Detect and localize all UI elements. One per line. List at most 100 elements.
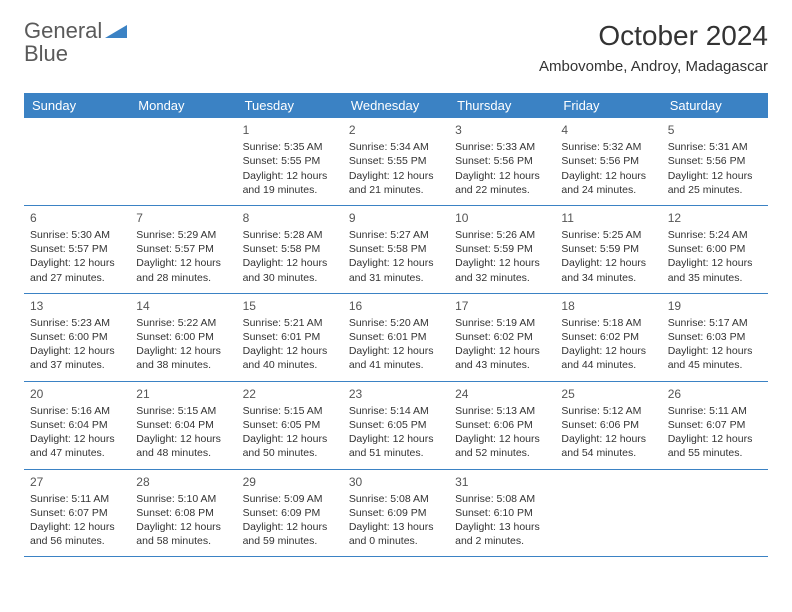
sunrise-text: Sunrise: 5:09 AM [243,492,337,506]
sunset-text: Sunset: 5:59 PM [561,242,655,256]
day-number: 17 [455,298,549,314]
day-number: 9 [349,210,443,226]
calendar-cell: 24Sunrise: 5:13 AMSunset: 6:06 PMDayligh… [449,381,555,469]
title-block: October 2024 Ambovombe, Androy, Madagasc… [539,20,768,75]
day-number: 30 [349,474,443,490]
calendar-cell: 31Sunrise: 5:08 AMSunset: 6:10 PMDayligh… [449,469,555,557]
month-title: October 2024 [539,20,768,52]
sunset-text: Sunset: 5:58 PM [243,242,337,256]
sunrise-text: Sunrise: 5:18 AM [561,316,655,330]
day-number: 6 [30,210,124,226]
daylight-text: Daylight: 12 hours and 28 minutes. [136,256,230,284]
calendar-cell: 25Sunrise: 5:12 AMSunset: 6:06 PMDayligh… [555,381,661,469]
calendar-cell: 27Sunrise: 5:11 AMSunset: 6:07 PMDayligh… [24,469,130,557]
logo-word1: General [24,18,102,43]
calendar-cell: 6Sunrise: 5:30 AMSunset: 5:57 PMDaylight… [24,205,130,293]
daylight-text: Daylight: 12 hours and 47 minutes. [30,432,124,460]
sunrise-text: Sunrise: 5:27 AM [349,228,443,242]
weekday-header: Friday [555,93,661,118]
calendar-cell: 4Sunrise: 5:32 AMSunset: 5:56 PMDaylight… [555,118,661,205]
sunrise-text: Sunrise: 5:13 AM [455,404,549,418]
calendar-cell: 17Sunrise: 5:19 AMSunset: 6:02 PMDayligh… [449,293,555,381]
weekday-header: Saturday [662,93,768,118]
calendar-cell: 13Sunrise: 5:23 AMSunset: 6:00 PMDayligh… [24,293,130,381]
calendar-body: 1Sunrise: 5:35 AMSunset: 5:55 PMDaylight… [24,118,768,557]
sunset-text: Sunset: 6:02 PM [455,330,549,344]
sunset-text: Sunset: 6:10 PM [455,506,549,520]
weekday-header-row: SundayMondayTuesdayWednesdayThursdayFrid… [24,93,768,118]
sunrise-text: Sunrise: 5:28 AM [243,228,337,242]
daylight-text: Daylight: 12 hours and 45 minutes. [668,344,762,372]
day-number: 21 [136,386,230,402]
sunrise-text: Sunrise: 5:30 AM [30,228,124,242]
sunset-text: Sunset: 6:01 PM [243,330,337,344]
day-number: 27 [30,474,124,490]
day-number: 4 [561,122,655,138]
sunset-text: Sunset: 6:00 PM [668,242,762,256]
sunrise-text: Sunrise: 5:31 AM [668,140,762,154]
sunrise-text: Sunrise: 5:24 AM [668,228,762,242]
sunrise-text: Sunrise: 5:32 AM [561,140,655,154]
sunset-text: Sunset: 6:00 PM [136,330,230,344]
day-number: 11 [561,210,655,226]
calendar-cell: 10Sunrise: 5:26 AMSunset: 5:59 PMDayligh… [449,205,555,293]
day-number: 29 [243,474,337,490]
sunrise-text: Sunrise: 5:08 AM [349,492,443,506]
day-number: 8 [243,210,337,226]
calendar-cell: 1Sunrise: 5:35 AMSunset: 5:55 PMDaylight… [237,118,343,205]
weekday-header: Sunday [24,93,130,118]
sunrise-text: Sunrise: 5:17 AM [668,316,762,330]
sunset-text: Sunset: 6:08 PM [136,506,230,520]
sunset-text: Sunset: 6:00 PM [30,330,124,344]
sunset-text: Sunset: 6:05 PM [243,418,337,432]
sunrise-text: Sunrise: 5:33 AM [455,140,549,154]
daylight-text: Daylight: 12 hours and 30 minutes. [243,256,337,284]
sunrise-text: Sunrise: 5:35 AM [243,140,337,154]
sunset-text: Sunset: 6:05 PM [349,418,443,432]
sunrise-text: Sunrise: 5:15 AM [136,404,230,418]
sunrise-text: Sunrise: 5:12 AM [561,404,655,418]
sunrise-text: Sunrise: 5:10 AM [136,492,230,506]
sunrise-text: Sunrise: 5:25 AM [561,228,655,242]
daylight-text: Daylight: 12 hours and 48 minutes. [136,432,230,460]
logo-triangle-icon [105,22,127,43]
calendar-cell: 2Sunrise: 5:34 AMSunset: 5:55 PMDaylight… [343,118,449,205]
daylight-text: Daylight: 12 hours and 55 minutes. [668,432,762,460]
calendar-cell: 21 Sunrise: 5:15 AMSunset: 6:04 PMDayligh… [130,381,236,469]
sunset-text: Sunset: 6:06 PM [561,418,655,432]
day-number: 23 [349,386,443,402]
daylight-text: Daylight: 12 hours and 35 minutes. [668,256,762,284]
calendar-cell: 26Sunrise: 5:11 AMSunset: 6:07 PMDayligh… [662,381,768,469]
day-number: 20 [30,386,124,402]
calendar-cell: 22Sunrise: 5:15 AMSunset: 6:05 PMDayligh… [237,381,343,469]
calendar-cell: 29Sunrise: 5:09 AMSunset: 6:09 PMDayligh… [237,469,343,557]
calendar-cell: 16Sunrise: 5:20 AMSunset: 6:01 PMDayligh… [343,293,449,381]
sunrise-text: Sunrise: 5:14 AM [349,404,443,418]
sunset-text: Sunset: 6:09 PM [243,506,337,520]
calendar-row: 20Sunrise: 5:16 AMSunset: 6:04 PMDayligh… [24,381,768,469]
sunset-text: Sunset: 5:58 PM [349,242,443,256]
calendar-cell [555,469,661,557]
day-number: 13 [30,298,124,314]
day-number: 24 [455,386,549,402]
day-number: 5 [668,122,762,138]
sunset-text: Sunset: 6:04 PM [136,418,230,432]
day-number: 15 [243,298,337,314]
calendar-cell: 5Sunrise: 5:31 AMSunset: 5:56 PMDaylight… [662,118,768,205]
sunset-text: Sunset: 6:07 PM [30,506,124,520]
calendar-cell: 28Sunrise: 5:10 AMSunset: 6:08 PMDayligh… [130,469,236,557]
sunrise-text: Sunrise: 5:26 AM [455,228,549,242]
calendar-cell: 11Sunrise: 5:25 AMSunset: 5:59 PMDayligh… [555,205,661,293]
daylight-text: Daylight: 13 hours and 0 minutes. [349,520,443,548]
calendar-cell: 15Sunrise: 5:21 AMSunset: 6:01 PMDayligh… [237,293,343,381]
calendar-cell [130,118,236,205]
sunset-text: Sunset: 6:06 PM [455,418,549,432]
day-number: 3 [455,122,549,138]
daylight-text: Daylight: 12 hours and 19 minutes. [243,169,337,197]
sunset-text: Sunset: 5:55 PM [243,154,337,168]
sunrise-text: Sunrise: 5:11 AM [30,492,124,506]
weekday-header: Wednesday [343,93,449,118]
sunrise-text: Sunrise: 5:34 AM [349,140,443,154]
daylight-text: Daylight: 12 hours and 58 minutes. [136,520,230,548]
daylight-text: Daylight: 12 hours and 31 minutes. [349,256,443,284]
